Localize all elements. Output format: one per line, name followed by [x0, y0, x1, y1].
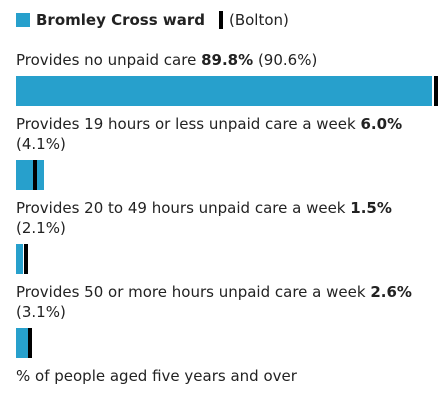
legend: Bromley Cross ward (Bolton)	[16, 8, 442, 32]
bar	[16, 328, 29, 358]
legend-swatch	[16, 13, 30, 27]
bar-area	[16, 160, 442, 190]
rows: Provides no unpaid care 89.8% (90.6%) Pro…	[16, 50, 442, 358]
value-label: 2.6%	[370, 283, 412, 301]
value-label: 1.5%	[350, 199, 392, 217]
bar	[16, 244, 23, 274]
bar-area	[16, 244, 442, 274]
category-label: Provides 20 to 49 hours unpaid care a we…	[16, 199, 346, 217]
row: Provides 50 or more hours unpaid care a …	[16, 282, 442, 358]
comparison-marker	[32, 160, 37, 190]
category-label: Provides no unpaid care	[16, 51, 197, 69]
comparison-label: (4.1%)	[16, 135, 66, 153]
comparison-marker	[23, 244, 28, 274]
row: Provides no unpaid care 89.8% (90.6%)	[16, 50, 442, 106]
legend-label: Bromley Cross ward	[36, 11, 205, 29]
label: Provides 50 or more hours unpaid care a …	[16, 282, 442, 322]
bar	[16, 76, 432, 106]
bar-area	[16, 328, 442, 358]
x-axis-label: % of people aged five years and over	[16, 367, 297, 385]
row: Provides 19 hours or less unpaid care a …	[16, 114, 442, 190]
comparison-label: (2.1%)	[16, 219, 66, 237]
bar-area	[16, 76, 442, 106]
comparison-label: (3.1%)	[16, 303, 66, 321]
comparison-marker	[433, 76, 438, 106]
value-label: 6.0%	[360, 115, 403, 133]
chart: Bromley Cross ward (Bolton) Provides no …	[16, 8, 442, 385]
label: Provides 20 to 49 hours unpaid care a we…	[16, 198, 442, 238]
comparison-label: (90.6%)	[257, 51, 318, 69]
legend-marker	[218, 11, 223, 29]
label: Provides no unpaid care 89.8% (90.6%)	[16, 50, 442, 70]
category-label: Provides 50 or more hours unpaid care a …	[16, 283, 366, 301]
bar	[16, 160, 44, 190]
row: Provides 20 to 49 hours unpaid care a we…	[16, 198, 442, 274]
category-label: Provides 19 hours or less unpaid care a …	[16, 115, 356, 133]
value-label: 89.8%	[201, 51, 254, 69]
legend-label: (Bolton)	[228, 11, 289, 29]
comparison-marker	[28, 328, 33, 358]
label: Provides 19 hours or less unpaid care a …	[16, 114, 442, 154]
